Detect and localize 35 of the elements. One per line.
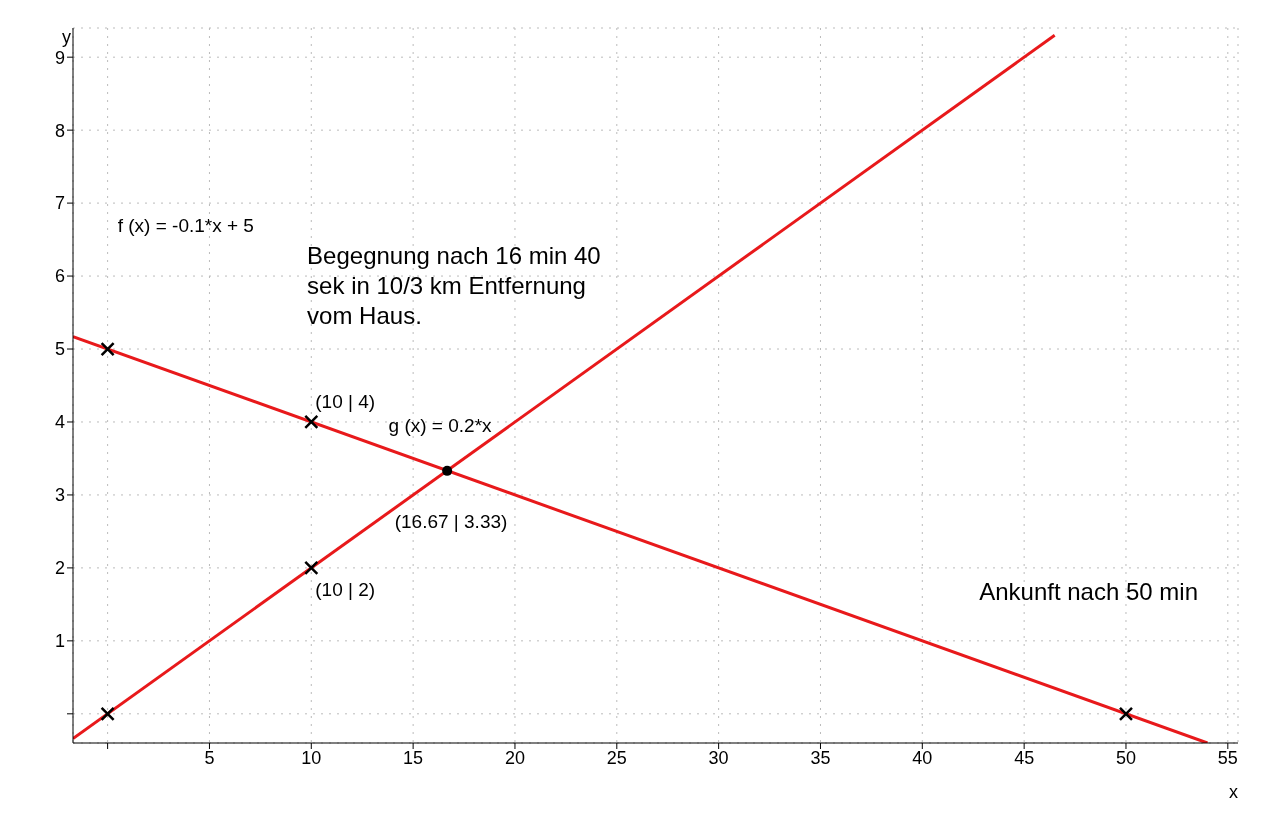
y-tick-label: 5 — [54, 339, 65, 360]
y-tick-label: 9 — [54, 47, 65, 68]
annotation: g (x) = 0.2*x — [388, 415, 493, 437]
point — [442, 465, 453, 476]
x-tick-label: 45 — [1014, 747, 1035, 768]
point — [304, 560, 319, 576]
y-tick-label: 3 — [54, 485, 65, 506]
x-tick-label: 10 — [301, 747, 322, 768]
x-tick-label: 35 — [810, 747, 831, 768]
y-axis-title: y — [62, 26, 71, 47]
x-tick-label: 30 — [708, 747, 729, 768]
annotation: (16.67 | 3.33) — [394, 510, 508, 532]
annotation: Ankunft nach 50 min — [979, 578, 1199, 606]
y-tick-label: 2 — [54, 558, 65, 579]
x-axis-title: x — [1229, 782, 1238, 802]
x-tick-label: 40 — [912, 747, 933, 768]
y-tick-label: 8 — [54, 120, 65, 141]
x-tick-label: 20 — [504, 747, 525, 768]
annotation: f (x) = -0.1*x + 5 — [117, 214, 254, 236]
y-tick-label: 6 — [54, 266, 65, 287]
point — [100, 706, 115, 722]
point — [1118, 706, 1134, 722]
x-tick-label: 15 — [403, 747, 424, 768]
y-tick-label: 7 — [54, 193, 65, 214]
x-tick-label: 55 — [1217, 747, 1238, 768]
y-tick-label: 1 — [54, 631, 65, 652]
x-tick-label: 25 — [606, 747, 627, 768]
point — [304, 414, 319, 430]
annotation: (10 | 4) — [315, 391, 376, 413]
annotation: Begegnung nach 16 min 40 sek in 10/3 km Entfernung vom Haus. — [307, 242, 601, 330]
point — [100, 341, 115, 357]
y-tick-label: 4 — [54, 412, 65, 433]
annotation: (10 | 2) — [315, 578, 376, 600]
x-tick-label: 5 — [204, 747, 215, 768]
x-tick-label: 50 — [1115, 747, 1136, 768]
